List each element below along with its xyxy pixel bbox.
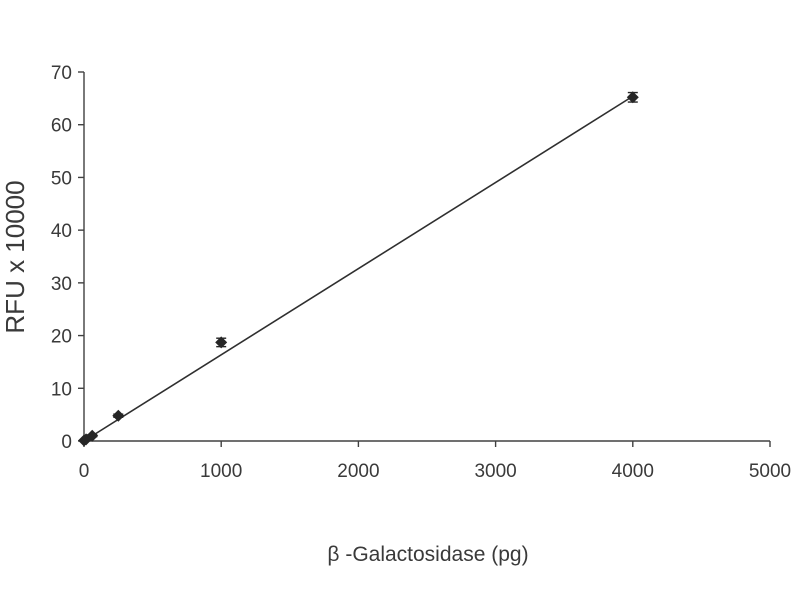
y-tick-label: 70 (51, 63, 72, 84)
data-point (86, 429, 99, 442)
axes (83, 72, 770, 442)
x-tick-label: 2000 (337, 461, 379, 482)
data-point (112, 409, 125, 422)
y-tick-label: 10 (51, 379, 72, 400)
data-point (626, 91, 639, 104)
x-tick-label: 3000 (474, 461, 516, 482)
x-tick-label: 0 (79, 461, 90, 482)
trendline (83, 95, 634, 442)
x-tick-label: 1000 (200, 461, 242, 482)
x-tick-label: 5000 (749, 461, 791, 482)
y-axis-ticks: 0 10 20 30 40 50 60 70 (51, 63, 84, 453)
trendline-group (83, 95, 634, 442)
y-tick-label: 40 (51, 221, 72, 242)
data-point (215, 336, 228, 349)
y-tick-label: 60 (51, 116, 72, 137)
y-tick-label: 0 (61, 432, 72, 453)
y-tick-label: 50 (51, 168, 72, 189)
y-tick-label: 30 (51, 274, 72, 295)
data-points (78, 91, 639, 447)
y-axis-title: RFU x 10000 (0, 180, 30, 333)
x-axis-title: β -Galactosidase (pg) (327, 543, 528, 566)
y-tick-label: 20 (51, 327, 72, 348)
x-axis-ticks: 0 1000 2000 3000 4000 5000 (79, 441, 791, 482)
x-tick-label: 4000 (612, 461, 654, 482)
